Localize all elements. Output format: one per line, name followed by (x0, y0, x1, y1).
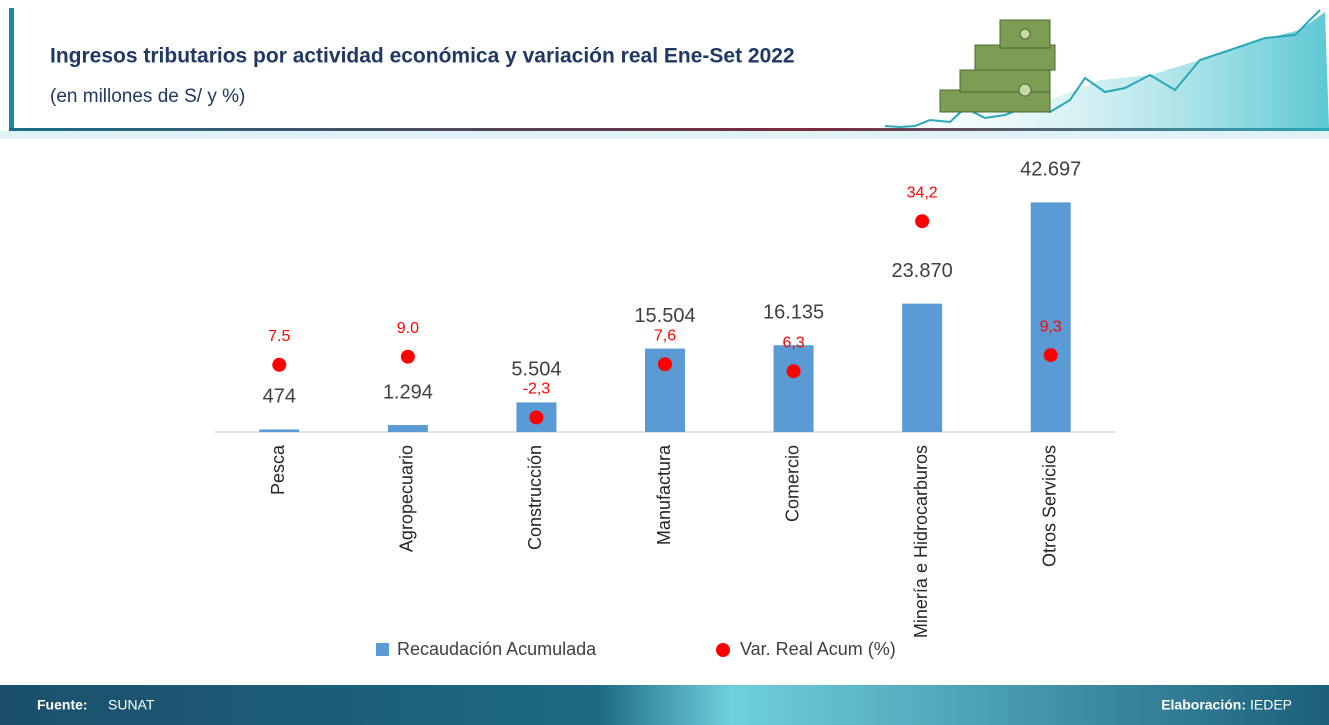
legend-swatch (376, 643, 389, 656)
credit-label: Elaboración: (1161, 697, 1246, 713)
footer-bar (0, 685, 1329, 725)
x-tick-label: Comercio (782, 445, 802, 522)
x-tick-label: Construcción (525, 445, 545, 550)
source: SUNAT (108, 697, 155, 713)
money-icon (940, 20, 1055, 112)
bar-value-label: 1.294 (383, 381, 433, 403)
dot (658, 357, 672, 371)
x-tick-label: Agropecuario (397, 445, 417, 552)
dot (915, 214, 929, 228)
legend-label: Var. Real Acum (%) (740, 639, 896, 659)
bar (774, 345, 814, 432)
title: Ingresos tributarios por actividad econó… (50, 45, 795, 68)
page: Ingresos tributarios por actividad econó… (0, 0, 1329, 725)
dot-value-label: 6,3 (782, 334, 804, 351)
dot-value-label: -2,3 (523, 381, 551, 398)
dot-value-label: 7,6 (654, 327, 676, 344)
dot-value-label: 7.5 (268, 328, 290, 345)
credit: IEDEP (1250, 697, 1292, 713)
dot (787, 364, 801, 378)
plot: Pesca Agropecuario Construcción Manufactura… (259, 159, 1081, 638)
header-band (0, 131, 1329, 139)
dot-value-label: 34,2 (907, 184, 938, 201)
bar (388, 425, 428, 432)
bar-value-label: 23.870 (892, 260, 953, 282)
dot (529, 410, 543, 424)
bar (902, 304, 942, 432)
x-tick-label: Minería e Hidrocarburos (911, 445, 931, 638)
bar-value-label: 5.504 (511, 359, 561, 381)
legend-swatch (716, 643, 730, 657)
bar-value-label: 42.697 (1020, 159, 1081, 181)
dot (1044, 348, 1058, 362)
bar (259, 429, 299, 432)
dot-value-label: 9,3 (1040, 318, 1062, 335)
x-tick-label: Otros Servicios (1039, 445, 1059, 567)
dot (401, 350, 415, 364)
dot-value-label: 9.0 (397, 320, 419, 337)
x-tick-label: Manufactura (654, 444, 674, 545)
dot (272, 358, 286, 372)
header-rule (9, 128, 1329, 131)
bar-value-label: 16.135 (763, 302, 824, 324)
source-label: Fuente: (37, 697, 88, 713)
header-accent (9, 8, 14, 130)
bar (1031, 202, 1071, 432)
legend-label: Recaudación Acumulada (397, 639, 597, 659)
bar-value-label: 15.504 (634, 305, 695, 327)
subtitle: (en millones de S/ y %) (50, 86, 245, 107)
x-tick-label: Pesca (268, 444, 288, 495)
bar-value-label: 474 (263, 386, 296, 408)
